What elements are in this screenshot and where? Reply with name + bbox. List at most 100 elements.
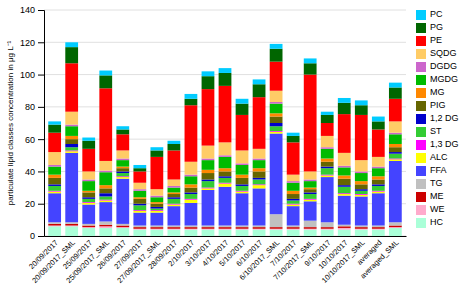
- legend-item: 1,3 DG: [416, 139, 459, 150]
- bar: [82, 171, 95, 179]
- bar: [48, 165, 61, 167]
- bar: [253, 188, 266, 225]
- bar: [389, 83, 402, 88]
- bar: [168, 144, 181, 150]
- bar: [150, 147, 163, 150]
- bar: [236, 227, 249, 229]
- bar: [321, 123, 334, 136]
- bar: [287, 199, 300, 201]
- bar: [65, 151, 78, 153]
- y-tick-label: 100: [20, 70, 35, 80]
- bar: [372, 168, 385, 176]
- bar: [219, 157, 232, 168]
- bar: [116, 179, 129, 224]
- bar: [48, 152, 61, 165]
- bar: [304, 200, 317, 202]
- legend-label: FFA: [430, 165, 447, 175]
- legend-swatch: [416, 127, 426, 137]
- legend-swatch: [416, 101, 426, 111]
- bar: [133, 226, 146, 228]
- bar: [133, 183, 146, 189]
- legend-item: PE: [416, 35, 442, 46]
- bar: [372, 186, 385, 191]
- bar: [116, 159, 129, 161]
- bar: [304, 221, 317, 227]
- bar: [253, 160, 266, 168]
- bar: [321, 168, 334, 174]
- legend-item: WE: [416, 204, 445, 215]
- bar: [270, 113, 283, 116]
- bar: [355, 171, 368, 173]
- bar: [150, 197, 163, 202]
- legend-item: ME: [416, 191, 444, 202]
- legend-item: PIG: [416, 100, 446, 111]
- bar: [185, 162, 198, 175]
- bar-series: [48, 226, 401, 230]
- bar: [168, 205, 181, 207]
- bar: [185, 175, 198, 177]
- y-tick-mark: [38, 75, 44, 76]
- chart: 02040608010012014020/09/201720/09/2017_S…: [0, 0, 474, 298]
- legend-label: ME: [430, 191, 444, 201]
- bar: [372, 176, 385, 179]
- bar: [185, 203, 198, 226]
- bar: [304, 181, 317, 187]
- bar: [202, 160, 215, 170]
- bar: [389, 133, 402, 135]
- bar: [65, 42, 78, 47]
- bar: [338, 167, 351, 175]
- bar: [389, 99, 402, 122]
- bar: [338, 228, 351, 230]
- bar: [150, 209, 163, 211]
- y-tick: 0: [30, 231, 44, 241]
- bar: [82, 226, 95, 228]
- legend-label: ALC: [430, 152, 448, 162]
- bar: [253, 178, 266, 180]
- bar: [150, 202, 163, 204]
- bar: [270, 227, 283, 229]
- bar: [236, 99, 249, 104]
- bar: [287, 133, 300, 136]
- y-axis: 020406080100120140: [20, 5, 45, 241]
- bar: [48, 125, 61, 133]
- bar: [150, 150, 163, 156]
- grid-line: [44, 10, 406, 11]
- bar: [287, 227, 300, 229]
- x-tick-label: averaged_SML: [358, 238, 400, 280]
- legend-label: MG: [430, 87, 445, 97]
- bar: [168, 199, 181, 204]
- bar: [321, 175, 334, 177]
- bar: [253, 79, 266, 84]
- bar: [270, 132, 283, 134]
- bar: [389, 154, 402, 159]
- bar: [236, 193, 249, 225]
- bar: [253, 185, 266, 188]
- bar: [236, 226, 249, 228]
- y-tick: 40: [25, 167, 44, 177]
- bar: [389, 222, 402, 225]
- bar: [202, 146, 215, 159]
- bar: [321, 227, 334, 229]
- bar: [99, 161, 112, 171]
- bar: [168, 197, 181, 199]
- bar: [219, 68, 232, 73]
- y-tick-mark: [38, 139, 44, 140]
- legend-item: HC: [416, 217, 443, 228]
- bar: [202, 188, 215, 190]
- grid-line: [44, 42, 406, 43]
- bar: [219, 176, 232, 178]
- x-axis: 20/09/201720/09/2017_SML25/09/201725/09/…: [27, 237, 406, 285]
- grid: [44, 10, 406, 236]
- bar: [355, 226, 368, 228]
- bar: [287, 194, 300, 199]
- bar: [304, 192, 317, 194]
- bar: [82, 205, 95, 224]
- bar: [321, 115, 334, 123]
- bar: [372, 192, 385, 194]
- bar: [168, 192, 181, 194]
- bar: [321, 230, 334, 236]
- bar: [133, 213, 146, 226]
- bar: [65, 126, 78, 136]
- bar: [48, 186, 61, 191]
- bar: [168, 194, 181, 197]
